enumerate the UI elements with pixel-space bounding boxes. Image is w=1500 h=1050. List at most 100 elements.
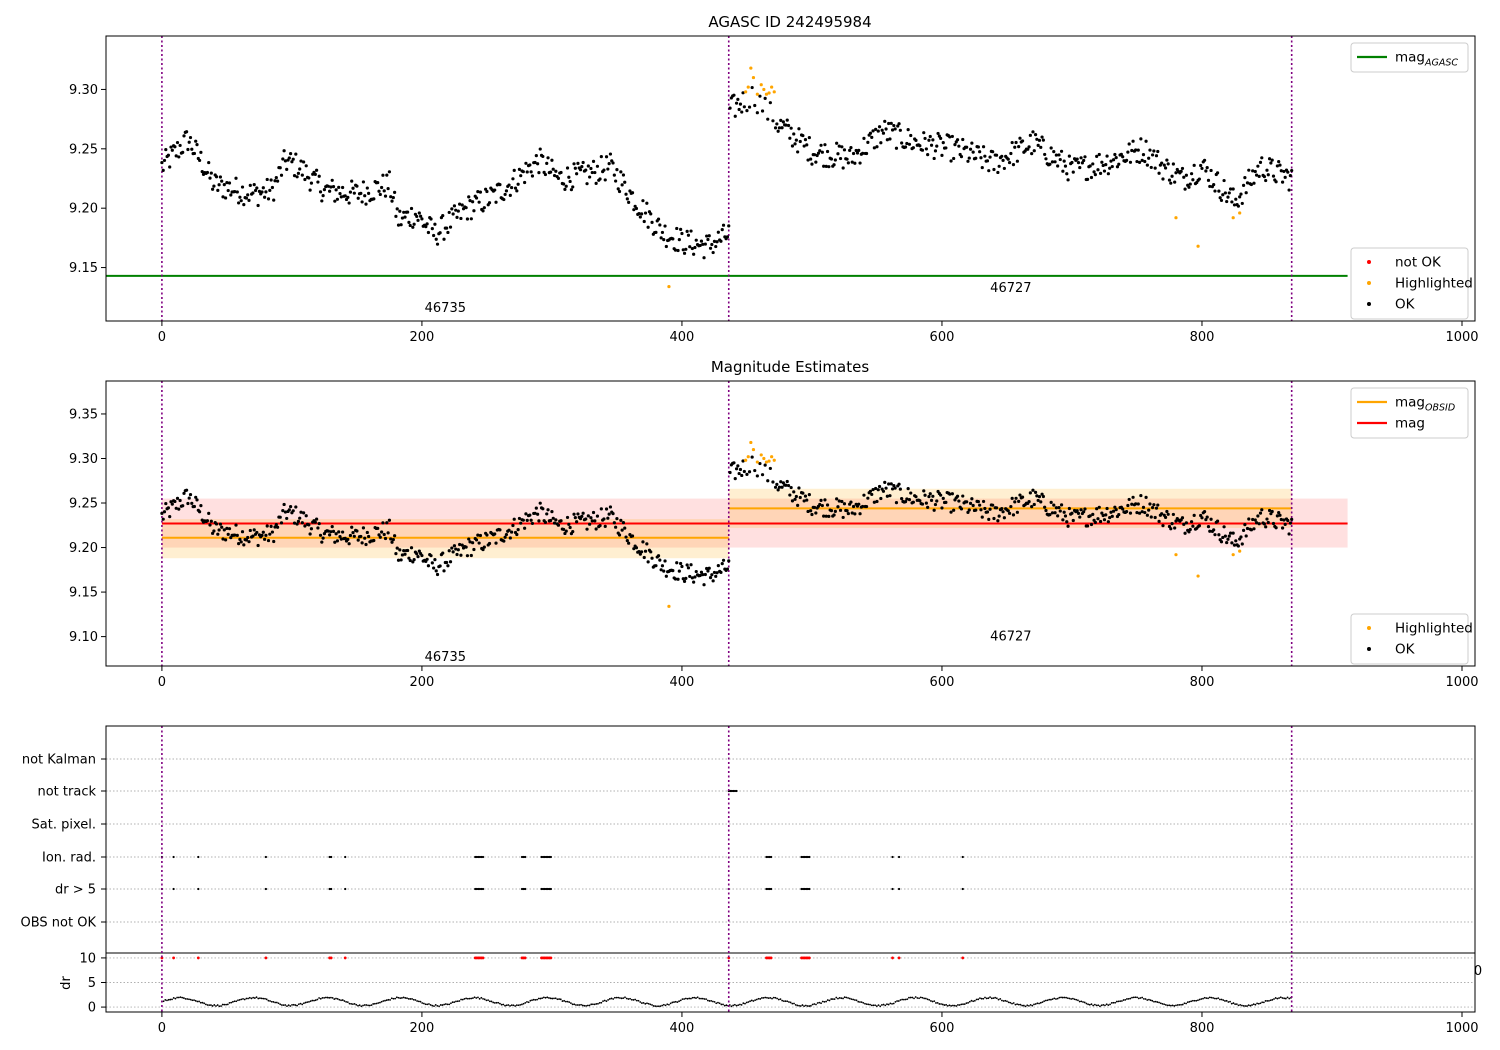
ok-point <box>1169 181 1173 185</box>
ok-point <box>537 519 541 523</box>
ok-point <box>675 561 679 565</box>
ok-point <box>477 200 481 204</box>
dr-point <box>962 1003 964 1006</box>
dr-point <box>1048 998 1051 1001</box>
ok-point <box>343 194 347 198</box>
ok-point <box>1110 514 1114 518</box>
p2-xtick-label: 200 <box>410 675 435 690</box>
ok-point <box>194 495 198 499</box>
dr-point <box>933 1000 936 1003</box>
dr-point <box>1197 999 1199 1002</box>
dr-point <box>1122 999 1125 1001</box>
dr-point <box>493 1002 496 1004</box>
ok-point <box>857 502 861 506</box>
dr-point <box>806 1005 809 1007</box>
ok-point <box>348 533 353 538</box>
dr-point <box>194 999 197 1002</box>
ok-point <box>1027 145 1031 149</box>
ok-point <box>285 167 289 171</box>
dr-point <box>717 1001 719 1004</box>
dr-point <box>311 999 314 1002</box>
ok-point <box>866 140 870 144</box>
ok-point <box>216 188 220 193</box>
ok-point <box>836 152 840 156</box>
ok-point <box>737 471 741 476</box>
ok-point <box>841 166 845 170</box>
ok-point <box>1270 158 1274 162</box>
ok-point <box>1082 510 1086 514</box>
ok-point <box>812 153 817 157</box>
ok-point <box>850 160 854 164</box>
dr-point <box>639 1001 642 1003</box>
dr-point <box>279 1003 282 1006</box>
dr-point <box>429 1004 432 1006</box>
dr-point <box>642 1001 645 1004</box>
ok-point <box>1001 158 1005 162</box>
ok-point <box>675 226 679 231</box>
ok-point <box>1144 139 1148 143</box>
ok-point <box>534 154 538 158</box>
flag-marker <box>808 855 811 859</box>
highlighted-point <box>751 75 756 80</box>
ok-point <box>308 532 312 536</box>
ok-point <box>1067 154 1071 158</box>
dr-point <box>1004 999 1007 1002</box>
dr-point <box>891 1002 893 1005</box>
ok-point <box>903 145 908 149</box>
ok-point <box>185 130 189 134</box>
ok-point <box>177 507 181 511</box>
ok-point <box>829 509 834 513</box>
ok-point <box>1265 168 1269 172</box>
ok-point <box>888 137 892 141</box>
dr-point <box>946 1005 949 1007</box>
ok-point <box>356 196 360 200</box>
ok-point <box>803 494 808 498</box>
flag-marker <box>344 887 347 891</box>
ok-point <box>719 239 723 243</box>
flag-marker <box>541 887 545 891</box>
ok-point <box>883 480 887 484</box>
dr-point <box>455 1000 457 1003</box>
ok-point <box>364 202 368 206</box>
ok-point <box>887 482 891 486</box>
dr-point <box>406 997 408 1000</box>
ok-point <box>166 506 171 510</box>
ok-point <box>996 170 1000 175</box>
ok-point <box>299 510 303 514</box>
flag-marker <box>328 887 331 891</box>
ok-point <box>450 546 454 550</box>
dr-point <box>720 1003 723 1006</box>
ok-point <box>394 552 398 556</box>
ok-point <box>451 550 455 554</box>
ok-point <box>933 149 938 153</box>
ok-point <box>287 156 291 160</box>
ok-point <box>248 528 252 533</box>
ok-point <box>637 211 641 216</box>
ok-point <box>1044 157 1048 161</box>
ok-point <box>898 487 902 491</box>
ok-point <box>872 500 876 504</box>
dr-axis-label: dr <box>59 976 74 990</box>
ok-point <box>164 147 168 152</box>
ok-point <box>563 531 567 536</box>
dr-point <box>767 997 770 1000</box>
ok-point <box>309 181 314 185</box>
ok-point <box>818 502 822 507</box>
dr-point <box>351 1003 354 1006</box>
ok-point <box>389 537 393 541</box>
ok-point <box>630 191 635 195</box>
ok-point <box>1231 187 1235 191</box>
ok-point <box>1236 544 1240 548</box>
dr-point <box>492 1001 495 1004</box>
ok-point <box>1286 518 1290 523</box>
dr-flag-marker <box>523 956 527 960</box>
ok-point <box>1147 508 1151 512</box>
ok-point <box>381 521 385 525</box>
highlighted-point <box>759 453 763 457</box>
highlighted-point <box>764 460 769 464</box>
ok-point <box>1020 495 1025 499</box>
dr-point <box>485 999 488 1002</box>
ok-point <box>541 154 545 159</box>
dr-point <box>722 1003 724 1006</box>
